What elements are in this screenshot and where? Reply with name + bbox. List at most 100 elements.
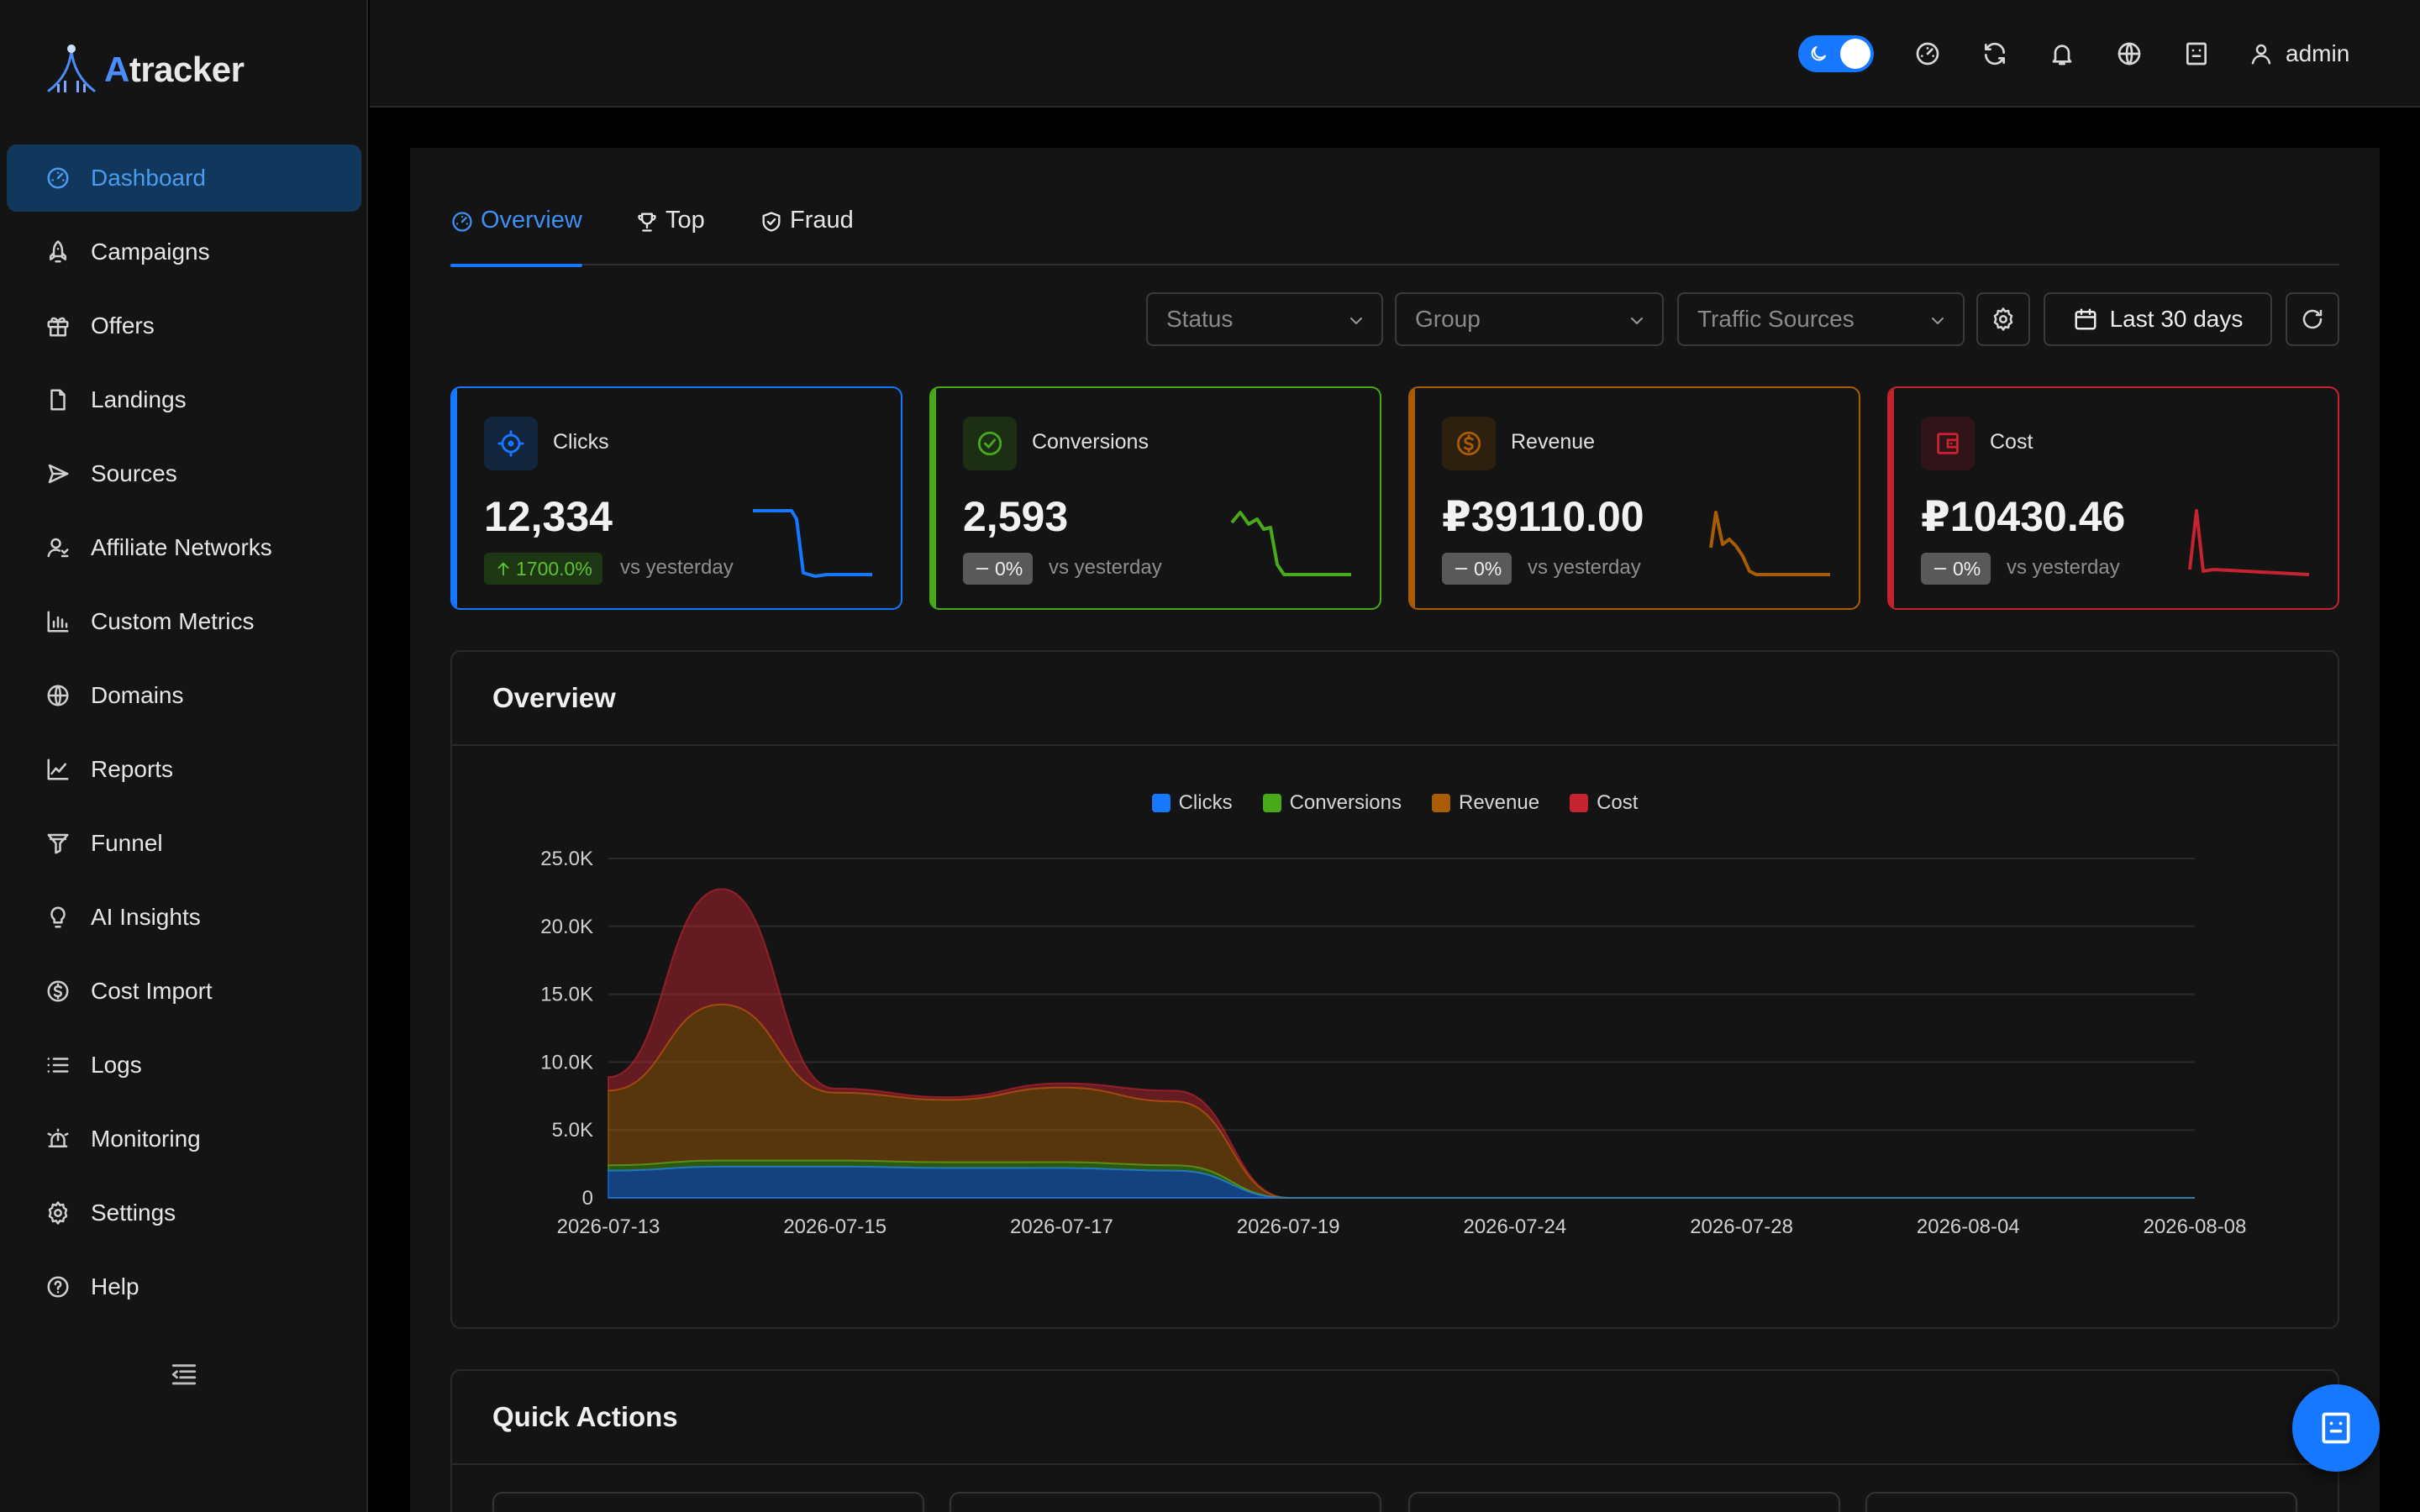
legend-label: Cost [1597, 791, 1639, 814]
dashboard-gauge-icon[interactable] [1914, 40, 1941, 67]
sidebar-item-sources[interactable]: Sources [7, 440, 361, 507]
sidebar-item-offers[interactable]: Offers [7, 292, 361, 360]
sidebar-item-domains[interactable]: Domains [7, 662, 361, 729]
cost-card[interactable]: Cost ₽10430.46 0% vs yesterday [1887, 386, 2339, 610]
revenue-card[interactable]: Revenue ₽39110.00 0% vs yesterday [1408, 386, 1860, 610]
sidebar-item-help[interactable]: Help [7, 1253, 361, 1320]
globe-icon[interactable] [2116, 40, 2143, 67]
filter-settings-button[interactable] [1976, 292, 2030, 346]
brand-logo[interactable]: Atracker [44, 40, 245, 99]
user-menu[interactable]: admin [2249, 37, 2349, 71]
quick-action-card[interactable] [1408, 1492, 1840, 1512]
sidebar-item-dashboard[interactable]: Dashboard [7, 144, 361, 212]
vs-label: vs yesterday [1049, 556, 1162, 579]
reload-button[interactable] [2286, 292, 2339, 346]
legend-item-clicks[interactable]: Clicks [1151, 791, 1233, 815]
x-tick-label: 2026-08-08 [2144, 1215, 2247, 1238]
trophy-icon [635, 210, 659, 234]
panel-title: Quick Actions [492, 1401, 678, 1432]
clicks-card[interactable]: Clicks 12,334 1700.0% vs yesterday [450, 386, 902, 610]
refresh-icon[interactable] [1981, 40, 2008, 67]
sidebar-item-ai-insights[interactable]: AI Insights [7, 884, 361, 951]
overview-panel: Overview Clicks Conversions Revenue Cost 0 5… [450, 650, 2339, 1329]
quick-actions-panel: Quick Actions [450, 1369, 2339, 1512]
antenna-logo-icon [44, 42, 99, 97]
quick-action-card[interactable] [950, 1492, 1381, 1512]
alarm-icon [45, 1126, 71, 1152]
group-select[interactable]: Group [1395, 292, 1664, 346]
bulb-icon [45, 905, 71, 930]
tab-fraud[interactable]: Fraud [760, 207, 854, 265]
card-value: ₽10430.46 [1921, 493, 2126, 540]
sidebar-item-landings[interactable]: Landings [7, 366, 361, 433]
cost-sparkline [2188, 509, 2310, 576]
y-tick-label: 0 [582, 1187, 593, 1210]
x-tick-label: 2026-08-04 [1917, 1215, 2020, 1238]
legend-swatch [1570, 794, 1589, 812]
dollar-icon [45, 979, 71, 1004]
sidebar-item-funnel[interactable]: Funnel [7, 810, 361, 877]
globe-icon [45, 683, 71, 708]
bell-icon[interactable] [2049, 40, 2075, 67]
quick-action-card[interactable] [1865, 1492, 2297, 1512]
collapse-sidebar-icon[interactable] [170, 1361, 198, 1389]
sidebar-item-campaigns[interactable]: Campaigns [7, 218, 361, 286]
sidebar-item-label: AI Insights [91, 904, 201, 930]
tab-top[interactable]: Top [635, 207, 705, 265]
sidebar-item-cost-import[interactable]: Cost Import [7, 958, 361, 1025]
x-tick-label: 2026-07-24 [1463, 1215, 1566, 1238]
area-clicks [608, 1165, 2196, 1199]
gear-icon [45, 1200, 71, 1226]
dashboard-gauge-icon [45, 165, 71, 191]
reload-icon [2300, 307, 2325, 332]
sidebar-item-label: Reports [91, 756, 174, 782]
status-select[interactable]: Status [1146, 292, 1383, 346]
change-badge: 0% [1442, 553, 1512, 585]
conversions-card[interactable]: Conversions 2,593 0% vs yesterday [929, 386, 1381, 610]
question-icon [45, 1274, 71, 1299]
robot-icon[interactable] [2183, 40, 2210, 67]
sidebar-item-label: Logs [91, 1052, 142, 1078]
sidebar-item-custom-metrics[interactable]: Custom Metrics [7, 588, 361, 655]
list-icon [45, 1053, 71, 1078]
sidebar-item-label: Domains [91, 682, 184, 708]
sidebar-item-reports[interactable]: Reports [7, 736, 361, 803]
ai-assistant-button[interactable] [2292, 1384, 2380, 1472]
line-chart-icon [45, 757, 71, 782]
x-tick-label: 2026-07-19 [1237, 1215, 1340, 1238]
theme-toggle[interactable] [1798, 35, 1874, 72]
check-circle-icon [976, 429, 1004, 458]
y-tick-label: 15.0K [540, 984, 593, 1006]
dash-icon [973, 559, 992, 578]
y-tick-label: 20.0K [540, 916, 593, 938]
legend-label: Conversions [1289, 791, 1402, 814]
tab-overview[interactable]: Overview [450, 207, 582, 267]
conversions-sparkline [1230, 511, 1351, 576]
sidebar-item-label: Sources [91, 460, 177, 486]
date-range-button[interactable]: Last 30 days [2044, 292, 2272, 346]
card-label: Revenue [1511, 430, 1596, 454]
send-icon [45, 461, 71, 486]
legend-item-conversions[interactable]: Conversions [1262, 791, 1402, 815]
top-header: admin [370, 0, 2420, 108]
dashboard-gauge-icon [450, 210, 474, 234]
sidebar-item-monitoring[interactable]: Monitoring [7, 1105, 361, 1173]
sidebar-item-label: Help [91, 1273, 139, 1299]
sidebar-item-settings[interactable]: Settings [7, 1179, 361, 1247]
moon-icon [1808, 44, 1828, 64]
legend-item-cost[interactable]: Cost [1570, 791, 1638, 815]
legend-swatch [1431, 794, 1450, 812]
sidebar-item-affiliate-networks[interactable]: Affiliate Networks [7, 514, 361, 581]
sidebar-item-label: Cost Import [91, 978, 213, 1004]
y-tick-label: 10.0K [540, 1051, 593, 1074]
card-label: Conversions [1032, 430, 1149, 454]
sidebar-item-logs[interactable]: Logs [7, 1032, 361, 1099]
legend-item-revenue[interactable]: Revenue [1431, 791, 1539, 815]
legend-swatch [1151, 794, 1171, 812]
vs-label: vs yesterday [1528, 556, 1641, 579]
traffic-sources-select[interactable]: Traffic Sources [1677, 292, 1965, 346]
change-badge: 0% [1921, 553, 1991, 585]
quick-action-card[interactable] [492, 1492, 924, 1512]
user-icon [2249, 41, 2274, 66]
change-badge: 0% [963, 553, 1034, 585]
